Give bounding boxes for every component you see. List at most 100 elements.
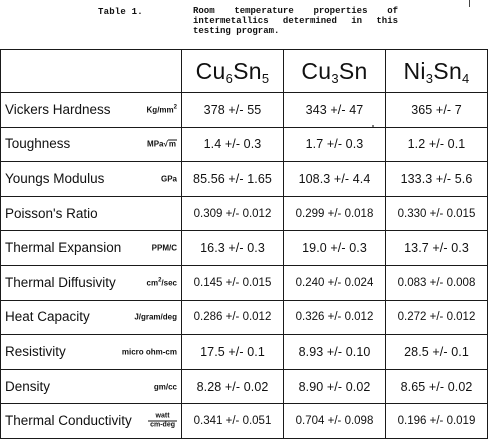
property-unit: MPa√m — [147, 139, 177, 149]
unit-text: MPa — [147, 139, 164, 149]
property-unit: watt cm-deg — [148, 413, 177, 430]
unit-numerator: watt — [148, 413, 177, 422]
property-cell: Thermal Expansion PPM/C — [0, 230, 182, 266]
property-unit: gm/cc — [153, 382, 177, 392]
value-cell: 16.3 +/- 0.3 — [181, 230, 284, 266]
value-cell: 28.5 +/- 0.1 — [385, 334, 488, 370]
unit-superscript: 2 — [158, 277, 162, 284]
property-cell: Thermal Conductivity watt cm-deg — [0, 403, 182, 439]
table-row: Thermal Expansion PPM/C 16.3 +/- 0.3 19.… — [0, 230, 488, 266]
value-cell: 8.90 +/- 0.02 — [283, 368, 386, 405]
value-cell: 0.704 +/- 0.098 — [283, 403, 386, 439]
table-row: Thermal Conductivity watt cm-deg 0.341 +/… — [0, 403, 488, 439]
column-header-cu3sn: Cu3Sn — [283, 49, 386, 93]
value-cell: 1.4 +/- 0.3 — [181, 126, 284, 163]
property-cell: Density gm/cc — [0, 368, 182, 405]
formula-subscript: 4 — [462, 70, 470, 86]
unit-fraction: watt cm-deg — [148, 413, 177, 430]
formula-part: Sn — [338, 57, 368, 84]
value-cell: 378 +/- 55 — [181, 92, 284, 128]
value-cell: 343 +/- 47 — [283, 92, 386, 128]
table-row: Vickers Hardness Kg/mm2 378 +/- 55 343 +… — [0, 92, 488, 128]
formula-part: Sn — [433, 57, 463, 84]
property-name: Density — [5, 378, 51, 394]
unit-denominator: cm-deg — [150, 421, 175, 429]
property-name: Thermal Expansion — [5, 240, 122, 256]
properties-table-container: Cu6Sn5 Cu3Sn Ni3Sn4 Vickers Hardness Kg/… — [0, 49, 488, 439]
value-cell: 1.2 +/- 0.1 — [385, 126, 488, 163]
properties-table: Cu6Sn5 Cu3Sn Ni3Sn4 Vickers Hardness Kg/… — [0, 49, 488, 439]
property-name: Youngs Modulus — [5, 171, 105, 187]
value-cell: 0.309 +/- 0.012 — [181, 195, 284, 232]
formula-part: Cu — [301, 57, 332, 84]
value-cell: 8.65 +/- 0.02 — [385, 368, 488, 405]
scan-mark — [469, 0, 470, 7]
table-caption-text: Room temperature properties of intermeta… — [193, 6, 398, 36]
property-name: Thermal Diffusivity — [5, 274, 116, 290]
value-cell: 133.3 +/- 5.6 — [385, 161, 488, 197]
property-cell: Thermal Diffusivity cm2/sec — [0, 264, 182, 301]
unit-root: m — [167, 139, 177, 149]
value-cell: 0.196 +/- 0.019 — [385, 403, 488, 439]
value-cell: 19.0 +/- 0.3 — [283, 230, 386, 266]
value-cell: 108.3 +/- 4.4 — [283, 161, 386, 197]
value-cell: 0.330 +/- 0.015 — [385, 195, 488, 232]
value-cell: 0.299 +/- 0.018 — [283, 195, 386, 232]
table-row: Thermal Diffusivity cm2/sec 0.145 +/- 0.… — [0, 264, 488, 301]
property-cell: Youngs Modulus GPa — [0, 161, 182, 197]
property-name: Poisson's Ratio — [5, 205, 98, 221]
property-name: Thermal Conductivity — [5, 413, 132, 429]
table-row: Youngs Modulus GPa 85.56 +/- 1.65 108.3 … — [0, 161, 488, 197]
value-cell: 0.083 +/- 0.008 — [385, 264, 488, 301]
formula-subscript: 6 — [225, 70, 234, 86]
value-cell: 0.240 +/- 0.024 — [283, 264, 386, 301]
table-header-row: Cu6Sn5 Cu3Sn Ni3Sn4 — [0, 49, 488, 93]
property-unit: cm2/sec — [146, 277, 177, 288]
property-name: Heat Capacity — [5, 309, 90, 325]
value-cell: 17.5 +/- 0.1 — [181, 334, 284, 370]
value-cell: 0.145 +/- 0.015 — [181, 264, 284, 301]
value-cell: 85.56 +/- 1.65 — [181, 161, 284, 197]
formula-subscript: 3 — [425, 70, 434, 86]
formula-subscript: 3 — [331, 70, 339, 86]
table-row: Resistivity micro ohm-cm 17.5 +/- 0.1 8.… — [0, 334, 488, 370]
value-cell: 8.93 +/- 0.10 — [283, 334, 386, 370]
value-cell: 13.7 +/- 0.3 — [385, 230, 488, 266]
table-row: Poisson's Ratio 0.309 +/- 0.012 0.299 +/… — [0, 195, 488, 232]
formula-part: Sn — [233, 57, 262, 84]
value-cell: 8.28 +/- 0.02 — [181, 368, 284, 405]
property-cell: Vickers Hardness Kg/mm2 — [0, 92, 182, 128]
property-unit: GPa — [160, 174, 177, 184]
formula-subscript: 5 — [261, 70, 270, 86]
property-cell: Poisson's Ratio — [0, 195, 182, 232]
property-unit: PPM/C — [151, 243, 177, 253]
formula-part: Cu — [195, 57, 226, 84]
value-cell: 0.326 +/- 0.012 — [283, 299, 386, 336]
unit-text: /sec — [161, 278, 177, 288]
unit-superscript: 2 — [173, 104, 177, 111]
property-name: Vickers Hardness — [5, 101, 111, 117]
property-unit: micro ohm-cm — [121, 347, 177, 357]
property-name: Toughness — [5, 136, 71, 152]
unit-text: Kg/mm — [146, 105, 174, 115]
header-empty-cell — [0, 49, 182, 93]
property-unit: J/gram/deg — [134, 312, 177, 322]
table-row: Density gm/cc 8.28 +/- 0.02 8.90 +/- 0.0… — [0, 368, 488, 405]
table-row: Heat Capacity J/gram/deg 0.286 +/- 0.012… — [0, 299, 488, 336]
unit-text: cm — [146, 278, 159, 288]
property-cell: Toughness MPa√m — [0, 126, 182, 163]
value-cell: 365 +/- 7 — [385, 92, 488, 128]
property-name: Resistivity — [5, 344, 66, 360]
table-row: Toughness MPa√m 1.4 +/- 0.3 1.7 +/- 0.3 … — [0, 126, 488, 163]
value-cell: 0.286 +/- 0.012 — [181, 299, 284, 336]
column-header-ni3sn4: Ni3Sn4 — [385, 49, 488, 93]
column-header-cu6sn5: Cu6Sn5 — [181, 49, 284, 93]
property-unit: Kg/mm2 — [146, 104, 177, 115]
value-cell: 1.7 +/- 0.3 — [283, 126, 386, 163]
formula-part: Ni — [403, 57, 426, 84]
property-cell: Resistivity micro ohm-cm — [0, 334, 182, 370]
property-cell: Heat Capacity J/gram/deg — [0, 299, 182, 336]
scan-speck — [372, 125, 374, 127]
sqrt-icon: √ — [163, 139, 168, 149]
value-cell: 0.341 +/- 0.051 — [181, 403, 284, 439]
